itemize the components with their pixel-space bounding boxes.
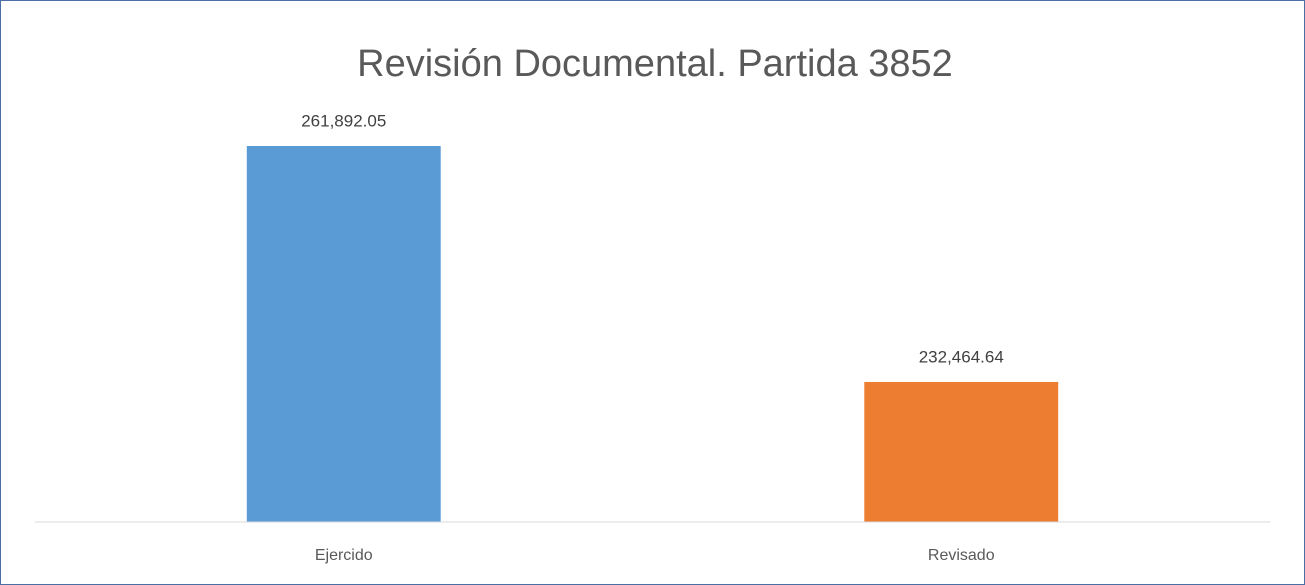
x-tick-label: Ejercido [315, 547, 373, 564]
data-label: 261,892.05 [301, 111, 386, 130]
bar [864, 381, 1059, 522]
chart-title: Revisión Documental. Partida 3852 [357, 43, 953, 85]
data-label: 232,464.64 [919, 347, 1004, 366]
x-tick-label: Revisado [928, 547, 995, 564]
bar [246, 146, 441, 522]
